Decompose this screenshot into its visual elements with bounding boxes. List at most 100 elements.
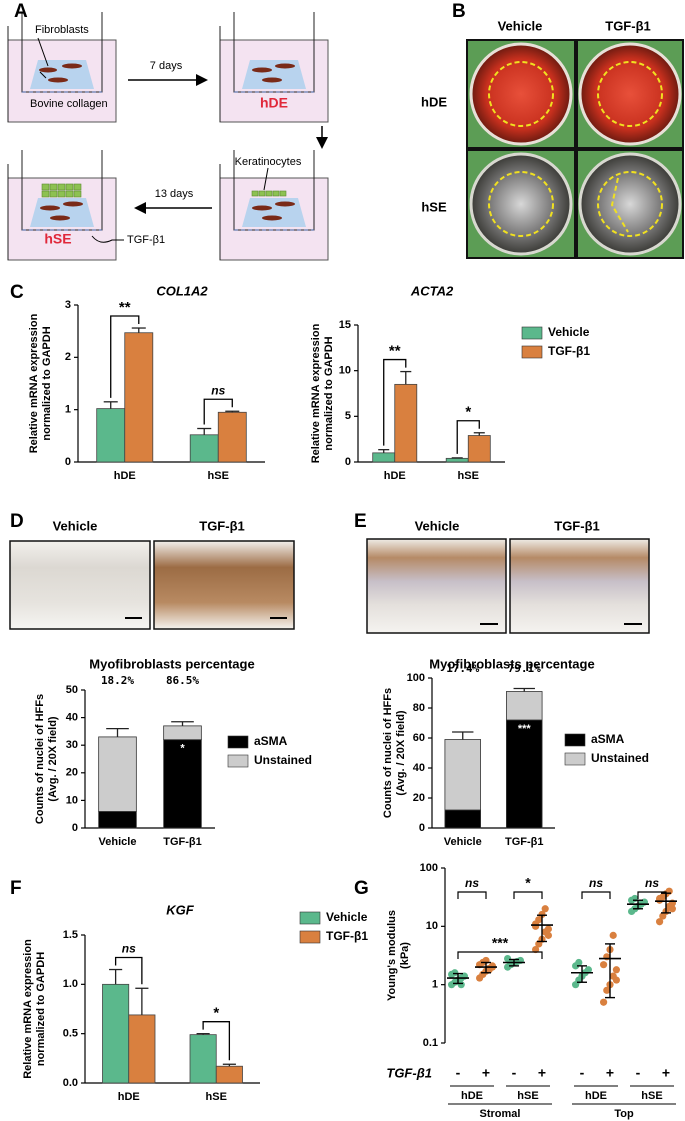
significance-label: ** bbox=[119, 299, 131, 316]
y-axis-label: normalized to GAPDH bbox=[41, 326, 53, 440]
y-axis-label: (kPa) bbox=[399, 942, 411, 969]
legend-swatch bbox=[564, 733, 586, 747]
data-point bbox=[656, 918, 664, 926]
percentage-label: 18.2% bbox=[101, 674, 134, 687]
data-point bbox=[532, 922, 540, 930]
y-tick-label: 3 bbox=[65, 299, 71, 311]
legend-label: Vehicle bbox=[326, 910, 368, 924]
column-label: Vehicle bbox=[498, 18, 543, 33]
bar bbox=[102, 983, 130, 1084]
y-tick-label: 0 bbox=[65, 456, 71, 468]
diagram-label: hSE bbox=[44, 231, 71, 247]
treatment-sign: - bbox=[580, 1065, 585, 1081]
x-tick-label: hSE bbox=[206, 1091, 227, 1103]
y-tick-label: 0.5 bbox=[63, 1028, 78, 1040]
data-point bbox=[535, 916, 543, 924]
y-tick-label: 10 bbox=[66, 794, 78, 806]
bar bbox=[467, 435, 491, 463]
y-tick-label: 40 bbox=[66, 712, 78, 724]
y-tick-label: 5 bbox=[345, 410, 351, 422]
bar-segment bbox=[163, 725, 202, 741]
significance-label: ns bbox=[645, 876, 659, 890]
significance-bracket bbox=[513, 891, 543, 899]
legend-label: Unstained bbox=[591, 751, 649, 765]
y-tick-label: 1.0 bbox=[63, 978, 78, 990]
histology: Vehicle TGF-β1 Vehicle TGF-β1 bbox=[9, 518, 650, 634]
tissue-label: hDE bbox=[585, 1090, 607, 1102]
significance-bracket bbox=[114, 956, 143, 985]
significance-label: ** bbox=[389, 343, 401, 360]
y-axis-label: (Avg. / 20X field) bbox=[395, 710, 407, 796]
y-axis-label: normalized to GAPDH bbox=[35, 952, 47, 1066]
tissue-label: hSE bbox=[517, 1090, 538, 1102]
x-tick-label: hDE bbox=[114, 470, 136, 482]
diagram-label: Fibroblasts bbox=[35, 24, 89, 36]
data-point bbox=[612, 976, 621, 984]
column-label: TGF-β1 bbox=[605, 18, 651, 33]
treatment-sign: + bbox=[538, 1065, 546, 1081]
chart-title: COL1A2 bbox=[156, 283, 208, 298]
y-tick-label: 0 bbox=[345, 456, 351, 468]
data-point bbox=[603, 986, 611, 994]
significance-label: ns bbox=[589, 876, 603, 890]
photo-grid: Vehicle TGF-β1 hDE hSE bbox=[421, 18, 684, 259]
chart-title: Myofibroblasts percentage bbox=[89, 656, 254, 671]
data-point bbox=[609, 931, 617, 939]
y-axis-label: normalized to GAPDH bbox=[323, 336, 335, 450]
treatment-sign: + bbox=[662, 1065, 670, 1081]
treatment-sign: - bbox=[512, 1065, 517, 1081]
bar-segment bbox=[506, 691, 543, 721]
data-point bbox=[584, 966, 593, 974]
chart-title: KGF bbox=[166, 902, 195, 917]
row-label: hDE bbox=[421, 94, 447, 109]
treatment-sign: - bbox=[456, 1065, 461, 1081]
significance-bracket bbox=[581, 891, 611, 899]
bar bbox=[189, 1034, 217, 1084]
panel-label: D bbox=[10, 511, 24, 532]
data-point bbox=[544, 925, 553, 933]
treatment-sign: + bbox=[482, 1065, 490, 1081]
bar-segment bbox=[98, 736, 137, 812]
data-point bbox=[575, 958, 583, 967]
y-axis-label: Relative mRNA expression bbox=[310, 323, 322, 463]
panel-label: E bbox=[354, 511, 367, 532]
data-point bbox=[600, 998, 608, 1006]
treatment-label: TGF-β1 bbox=[386, 1065, 432, 1080]
legend-swatch bbox=[299, 930, 321, 944]
panel-label: G bbox=[354, 878, 369, 899]
tissue-label: hDE bbox=[461, 1090, 483, 1102]
bar bbox=[445, 457, 469, 463]
y-tick-label: 1 bbox=[65, 404, 71, 416]
y-tick-label: 20 bbox=[413, 792, 425, 804]
diagram: Fibroblasts Bovine collagen 7 days hDE K… bbox=[7, 11, 329, 261]
legend-swatch bbox=[521, 326, 543, 340]
bar-segment bbox=[444, 809, 481, 829]
x-tick-label: TGF-β1 bbox=[163, 836, 202, 848]
y-axis-label: Young's modulus bbox=[386, 910, 398, 1001]
column-label: TGF-β1 bbox=[554, 518, 600, 533]
bar bbox=[394, 383, 418, 463]
y-tick-label: 50 bbox=[66, 684, 78, 696]
y-axis-label: Counts of nuclei of HFFs bbox=[382, 688, 394, 818]
y-tick-label: 60 bbox=[413, 732, 425, 744]
y-tick-label: 30 bbox=[66, 739, 78, 751]
legend-label: Unstained bbox=[254, 753, 312, 767]
layer-label: Stromal bbox=[480, 1108, 521, 1120]
data-point bbox=[541, 905, 549, 913]
significance-bracket bbox=[457, 951, 543, 959]
layer-label: Top bbox=[614, 1108, 634, 1120]
bar-segment bbox=[163, 739, 202, 829]
significance-bracket bbox=[202, 1021, 231, 1061]
y-tick-label: 100 bbox=[420, 862, 438, 874]
y-axis-label: (Avg. / 20X field) bbox=[47, 716, 59, 802]
data-point bbox=[538, 910, 546, 919]
significance-label: ns bbox=[465, 876, 479, 890]
panel-label: B bbox=[452, 1, 466, 22]
diagram-label: Keratinocytes bbox=[235, 156, 302, 168]
x-tick-label: hDE bbox=[384, 470, 406, 482]
bar bbox=[96, 408, 126, 463]
significance-bracket bbox=[456, 420, 480, 454]
significance-label: * bbox=[213, 1005, 219, 1022]
y-axis-label: Relative mRNA expression bbox=[22, 939, 34, 1079]
panel-label: F bbox=[10, 878, 22, 899]
